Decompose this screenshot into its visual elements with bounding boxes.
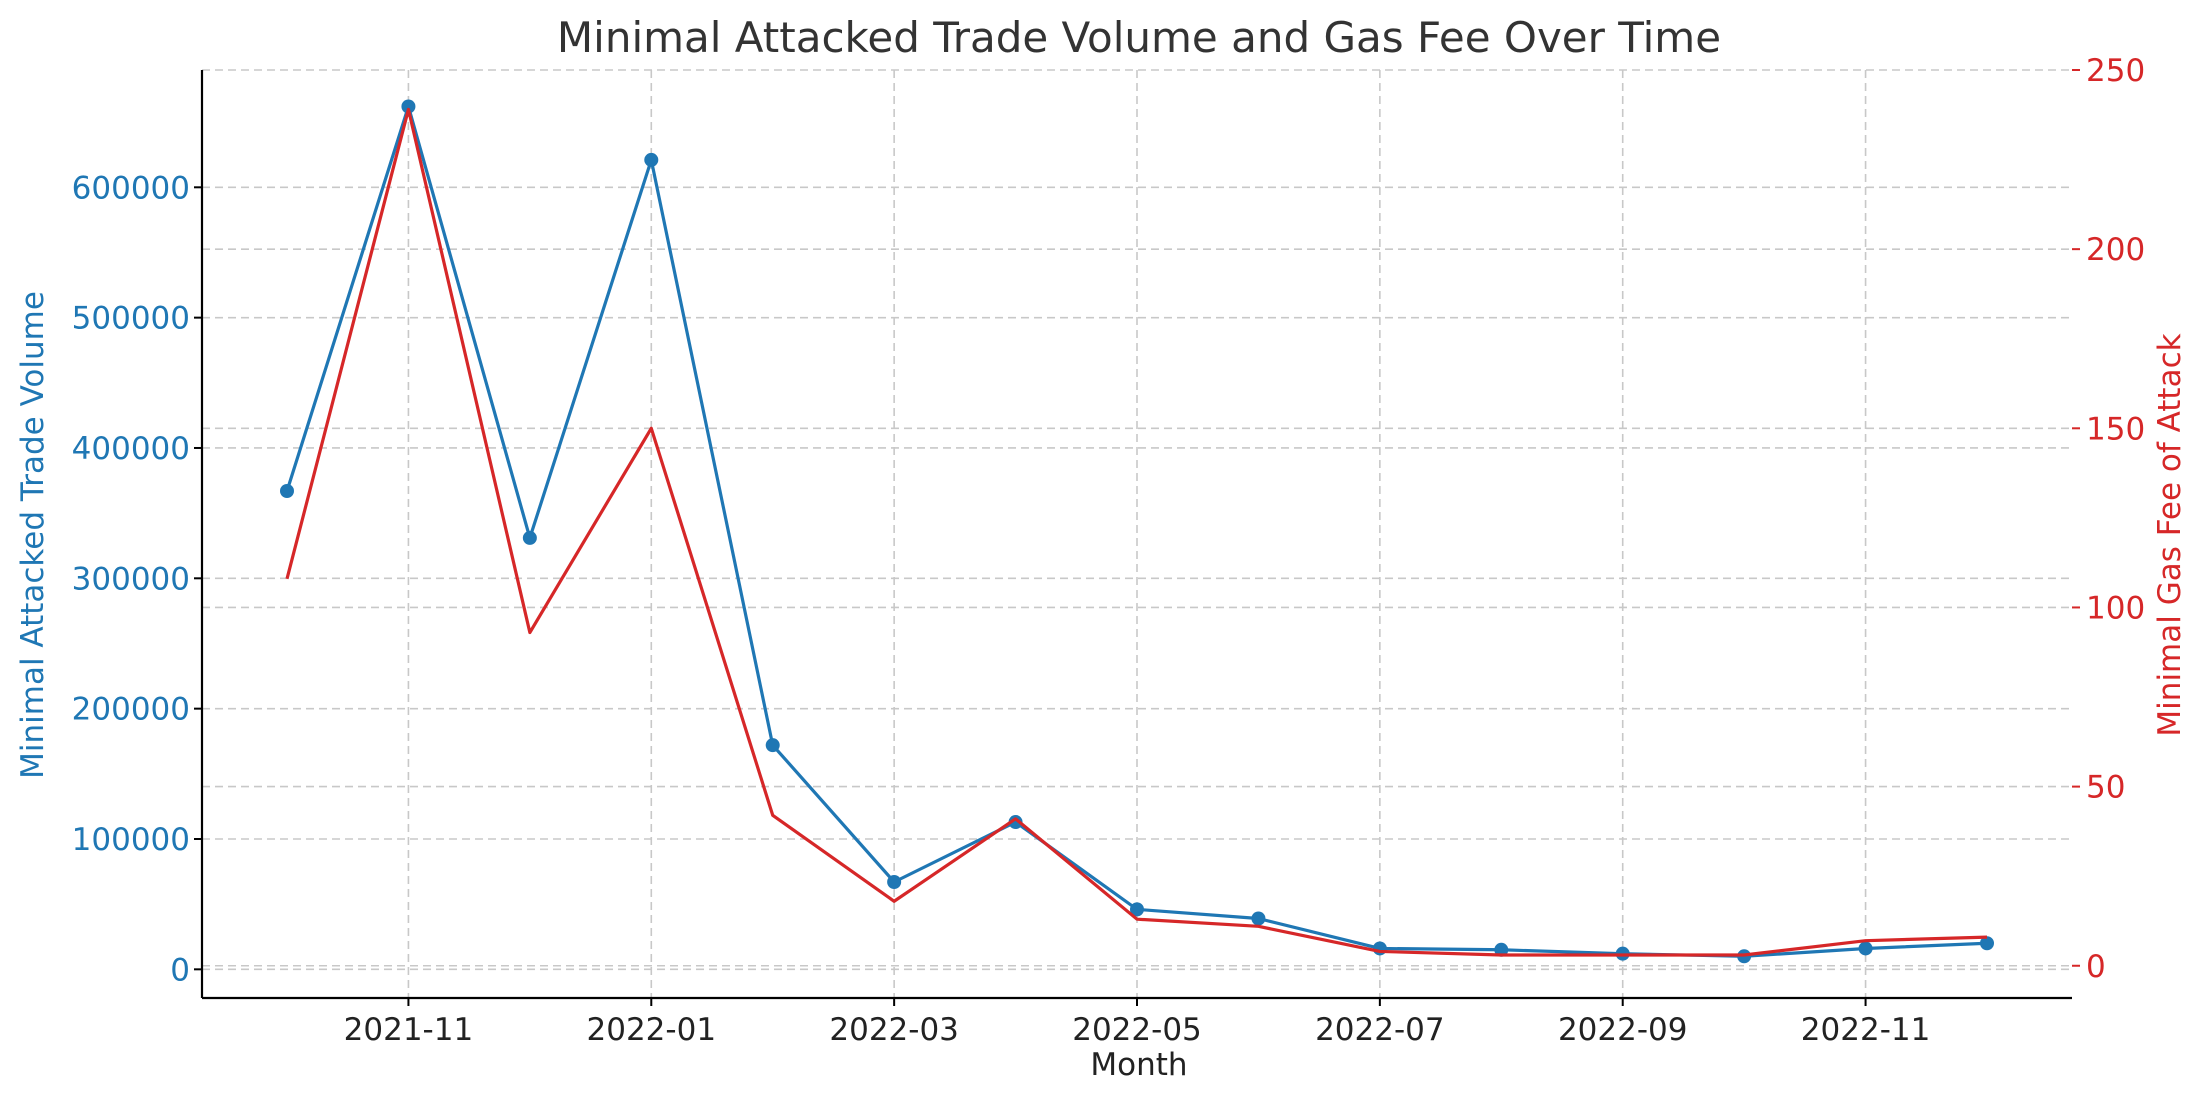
x-axis-label: Month [1090,1047,1187,1083]
data-point-minimal-attacked-trade-volume [522,530,537,545]
grid [202,69,2072,998]
data-point-minimal-attacked-trade-volume [1251,911,1266,926]
y-right-tick-label: 100 [2086,590,2145,626]
data-point-minimal-attacked-trade-volume [1494,942,1509,957]
y-left-tick-label: 500000 [72,301,190,337]
y-right-tick-label: 50 [2086,770,2125,806]
x-tick-label: 2022-03 [829,1012,959,1048]
data-point-minimal-attacked-trade-volume [644,152,659,167]
y-left-tick-label: 100000 [72,822,190,858]
data-point-minimal-attacked-trade-volume [401,99,416,114]
y-right-tick-label: 150 [2086,411,2145,447]
y-left-tick-label: 0 [170,952,190,988]
x-tick-label: 2022-09 [1558,1012,1688,1048]
x-tick-label: 2022-07 [1315,1012,1445,1048]
y-left-tick-label: 400000 [72,431,190,467]
data-point-minimal-attacked-trade-volume [765,738,780,753]
y-right-tick-label: 0 [2086,949,2106,985]
data-point-minimal-attacked-trade-volume [1008,815,1023,830]
y-left-tick-label: 600000 [72,170,190,206]
plot-area [280,99,1994,964]
y-axis-left-label: Minimal Attacked Trade Volume [15,291,51,779]
x-tick-label: 2021-11 [344,1012,474,1048]
y-right-tick-label: 200 [2086,232,2145,268]
series-line-minimal-gas-fee-of-attack [285,107,1988,957]
data-point-minimal-attacked-trade-volume [1372,941,1387,956]
data-point-minimal-attacked-trade-volume [887,875,902,889]
x-tick-label: 2022-05 [1072,1012,1202,1048]
x-tick-label: 2022-01 [587,1012,717,1048]
y-right-tick-label: 250 [2086,53,2145,89]
x-tick-label: 2022-11 [1801,1012,1931,1048]
data-point-minimal-attacked-trade-volume [1130,902,1144,917]
data-point-minimal-attacked-trade-volume [1858,941,1873,956]
y-left-tick-label: 300000 [72,561,190,597]
data-point-minimal-attacked-trade-volume [280,483,294,498]
axes: 2021-11 2022-01 2022-03 2022-05 2022-07 2022-… [72,53,2146,1048]
chart-title: Minimal Attacked Trade Volume and Gas Fe… [557,13,1721,62]
y-left-tick-label: 200000 [72,692,190,728]
y-axis-right-label: Minimal Gas Fee of Attack [2152,333,2188,736]
data-point-minimal-attacked-trade-volume [1980,936,1994,951]
